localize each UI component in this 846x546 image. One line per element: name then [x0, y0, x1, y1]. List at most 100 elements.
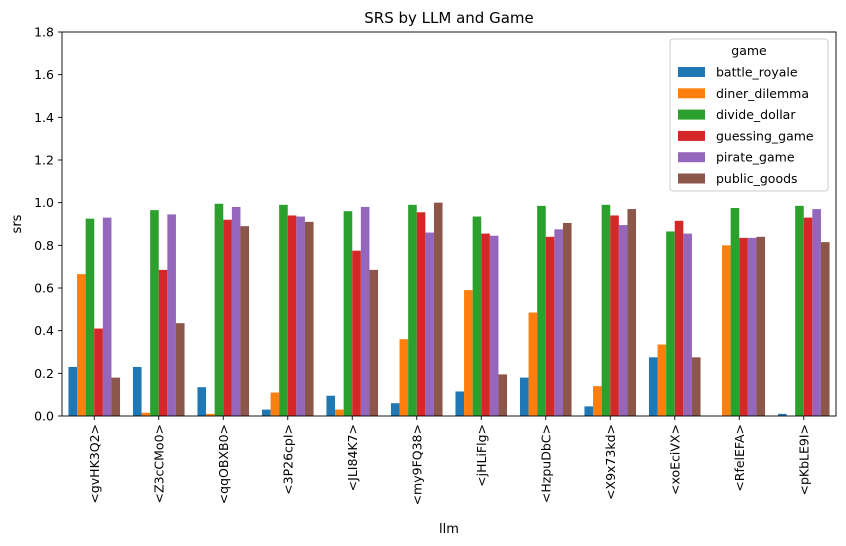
bar-pirate_game	[812, 209, 821, 416]
bar-battle_royale	[519, 377, 529, 416]
bar-pirate_game	[360, 206, 370, 416]
bar-battle_royale	[326, 395, 336, 416]
legend-label-public_goods: public_goods	[716, 171, 798, 186]
y-tick-label: 1.0	[34, 195, 54, 210]
bar-guessing_game	[803, 217, 813, 416]
bar-divide_dollar	[472, 216, 482, 416]
bar-diner_dilemma	[593, 386, 602, 416]
bar-guessing_game	[94, 328, 103, 416]
legend-swatch-diner_dilemma	[678, 88, 705, 99]
y-tick-label: 1.2	[34, 153, 54, 168]
bar-pirate_game	[747, 237, 757, 416]
bar-public_goods	[240, 226, 250, 416]
bar-battle_royale	[261, 409, 271, 416]
x-tick-label: <JLI84K7>	[345, 424, 360, 491]
x-tick-label: <jHLiFlg>	[474, 424, 489, 487]
bars-group	[68, 202, 830, 416]
bar-guessing_game	[287, 215, 297, 416]
bar-diner_dilemma	[722, 245, 731, 416]
bar-pirate_game	[231, 206, 241, 416]
bar-guessing_game	[674, 220, 684, 416]
bar-public_goods	[111, 377, 121, 416]
bar-divide_dollar	[601, 204, 611, 416]
bar-divide_dollar	[279, 204, 288, 416]
bar-guessing_game	[416, 212, 426, 416]
bar-pirate_game	[296, 216, 305, 416]
bar-diner_dilemma	[528, 312, 538, 416]
legend-swatch-battle_royale	[678, 67, 705, 77]
bar-diner_dilemma	[270, 392, 280, 416]
legend-label-divide_dollar: divide_dollar	[716, 107, 796, 122]
x-tick-label: <my9FQ38>	[409, 424, 424, 505]
bar-public_goods	[691, 357, 701, 416]
bar-public_goods	[756, 236, 766, 416]
legend-label-diner_dilemma: diner_dilemma	[716, 86, 809, 101]
bar-pirate_game	[554, 229, 563, 416]
bar-diner_dilemma	[399, 339, 409, 416]
bar-public_goods	[562, 222, 572, 416]
bar-pirate_game	[167, 214, 176, 416]
chart-title: SRS by LLM and Game	[364, 9, 533, 27]
bar-diner_dilemma	[206, 413, 215, 416]
bar-divide_dollar	[408, 204, 417, 416]
legend-label-guessing_game: guessing_game	[716, 128, 814, 143]
bar-guessing_game	[223, 219, 232, 416]
bar-diner_dilemma	[657, 344, 667, 416]
bar-battle_royale	[455, 391, 465, 416]
bar-divide_dollar	[730, 208, 740, 416]
y-tick-label: 0.4	[34, 323, 54, 338]
bar-battle_royale	[132, 366, 142, 416]
x-tick-label: <3P26cpI>	[280, 424, 295, 495]
bar-divide_dollar	[795, 205, 804, 416]
bar-divide_dollar	[666, 231, 675, 416]
legend-items: battle_royale diner_dilemma divide_dollarg…	[678, 65, 814, 186]
plot-frame	[61, 31, 837, 417]
x-tick-label: <HzpuDbC>	[538, 424, 553, 503]
bar-pirate_game	[489, 235, 499, 416]
y-axis-label: srs	[10, 214, 25, 233]
bar-battle_royale	[390, 403, 400, 416]
bar-public_goods	[433, 202, 443, 416]
y-tick-label: 1.4	[34, 110, 54, 125]
legend-box	[669, 38, 829, 192]
bar-divide_dollar	[343, 211, 353, 416]
y-axis: 0.0 0.2 0.4 0.6 0.8 1.0 1.2 1.4 1.6 1.8	[34, 25, 62, 424]
bar-pirate_game	[102, 217, 112, 416]
bar-public_goods	[627, 209, 637, 416]
x-tick-label: <xoEciVX>	[667, 424, 682, 495]
bar-public_goods	[175, 323, 185, 416]
legend-title: game	[731, 43, 767, 58]
bar-public_goods	[304, 221, 314, 416]
legend-label-pirate_game: pirate_game	[716, 150, 795, 165]
bar-divide_dollar	[537, 205, 546, 416]
legend-swatch-public_goods	[678, 173, 705, 184]
bar-guessing_game	[610, 215, 619, 416]
x-tick-label: <pKbLE9I>	[796, 424, 811, 496]
bar-guessing_game	[739, 237, 748, 416]
x-tick-label: <qqOBXB0>	[216, 424, 231, 504]
bar-public_goods	[820, 242, 830, 416]
x-axis: <gvHK3Q2> <Z3cCMo0> <qqOBXB0> <3P26cpI> <JLI…	[87, 416, 811, 505]
y-tick-label: 0.2	[34, 366, 54, 381]
x-tick-label: <X9x73kd>	[603, 424, 618, 500]
legend: game battle_royale diner_dilemma divide_do…	[669, 38, 829, 192]
bar-public_goods	[498, 374, 508, 416]
y-tick-label: 1.8	[34, 25, 54, 40]
bar-battle_royale	[777, 413, 787, 416]
bar-guessing_game	[545, 236, 555, 416]
y-tick-label: 0.8	[34, 238, 54, 253]
bar-diner_dilemma	[335, 409, 344, 416]
y-tick-label: 0.0	[34, 409, 54, 424]
bar-divide_dollar	[150, 210, 159, 416]
bar-battle_royale	[584, 406, 594, 416]
x-tick-label: <RfelEFA>	[732, 424, 747, 492]
legend-swatch-divide_dollar	[678, 109, 705, 120]
bar-guessing_game	[352, 250, 361, 416]
x-axis-label: llm	[439, 522, 459, 537]
legend-label-battle_royale: battle_royale	[716, 65, 798, 80]
bar-guessing_game	[481, 233, 490, 416]
bar-battle_royale	[197, 387, 207, 416]
bar-diner_dilemma	[77, 274, 86, 416]
bar-diner_dilemma	[464, 290, 473, 416]
